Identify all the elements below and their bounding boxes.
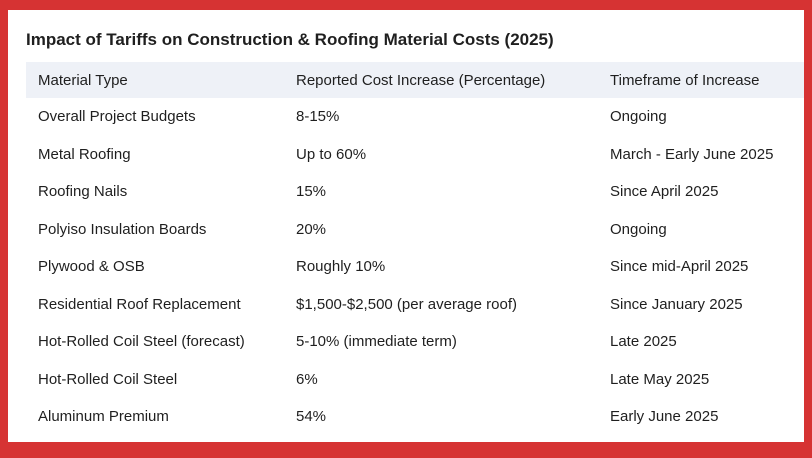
table-cell: 54% — [296, 408, 327, 426]
table-cell: Roughly 10% — [296, 258, 386, 276]
table-row: Hot-Rolled Coil Steel (forecast) 5-10% (i… — [26, 323, 804, 361]
table-cell: Early June 2025 — [610, 408, 719, 426]
table-cell: Aluminum Premium — [38, 408, 169, 426]
table-row: Hot-Rolled Coil Steel 6% Late May 2025 — [26, 361, 804, 399]
table-cell: Roofing Nails — [38, 183, 128, 201]
data-table: Material Type Reported Cost Increase (Per… — [26, 62, 804, 436]
table-cell: Hot-Rolled Coil Steel — [38, 370, 178, 388]
table-cell: Since mid-April 2025 — [610, 258, 749, 276]
table-cell: $1,500-$2,500 (per average roof) — [296, 295, 517, 313]
table-cell: Late 2025 — [610, 333, 677, 351]
table-cell: Since April 2025 — [610, 183, 719, 201]
table-cell: Residential Roof Replacement — [38, 295, 241, 313]
table-row: Plywood & OSB Roughly 10% Since mid-April … — [26, 248, 804, 286]
table-cell: Polyiso Insulation Boards — [38, 220, 207, 238]
table-body: Overall Project Budgets 8-15% Ongoing Metal… — [26, 98, 804, 436]
header-row: Material Type Reported Cost Increase (Per… — [26, 62, 804, 98]
table-cell: 6% — [296, 370, 318, 388]
table-cell: Up to 60% — [296, 145, 367, 163]
table-cell: Hot-Rolled Coil Steel (forecast) — [38, 333, 245, 351]
table-head: Material Type Reported Cost Increase (Per… — [26, 62, 804, 98]
table-cell: Since January 2025 — [610, 295, 743, 313]
table-cell: Overall Project Budgets — [38, 108, 196, 126]
column-header: Material Type — [26, 62, 284, 98]
table-cell: Metal Roofing — [38, 145, 131, 163]
table-cell: Plywood & OSB — [38, 258, 145, 276]
table-row: Roofing Nails 15% Since April 2025 — [26, 173, 804, 211]
table-cell: Ongoing — [610, 220, 667, 238]
table-row: Aluminum Premium 54% Early June 2025 — [26, 398, 804, 436]
column-header: Timeframe of Increase — [598, 62, 804, 98]
table-cell: Late May 2025 — [610, 370, 710, 388]
table-row: Metal Roofing Up to 60% March - Early June… — [26, 136, 804, 174]
table-cell: Ongoing — [610, 108, 667, 126]
table-title: Impact of Tariffs on Construction & Roof… — [26, 30, 554, 49]
table-cell: 8-15% — [296, 108, 340, 126]
table-cell: March - Early June 2025 — [610, 145, 774, 163]
table-cell: 15% — [296, 183, 327, 201]
table-cell: 5-10% (immediate term) — [296, 333, 457, 351]
content-panel: Impact of Tariffs on Construction & Roof… — [8, 10, 804, 442]
table-cell: 20% — [296, 220, 327, 238]
table-row: Polyiso Insulation Boards 20% Ongoing — [26, 211, 804, 249]
table-row: Residential Roof Replacement $1,500-$2,50… — [26, 286, 804, 324]
column-header: Reported Cost Increase (Percentage) — [284, 62, 598, 98]
table-row: Overall Project Budgets 8-15% Ongoing — [26, 98, 804, 136]
